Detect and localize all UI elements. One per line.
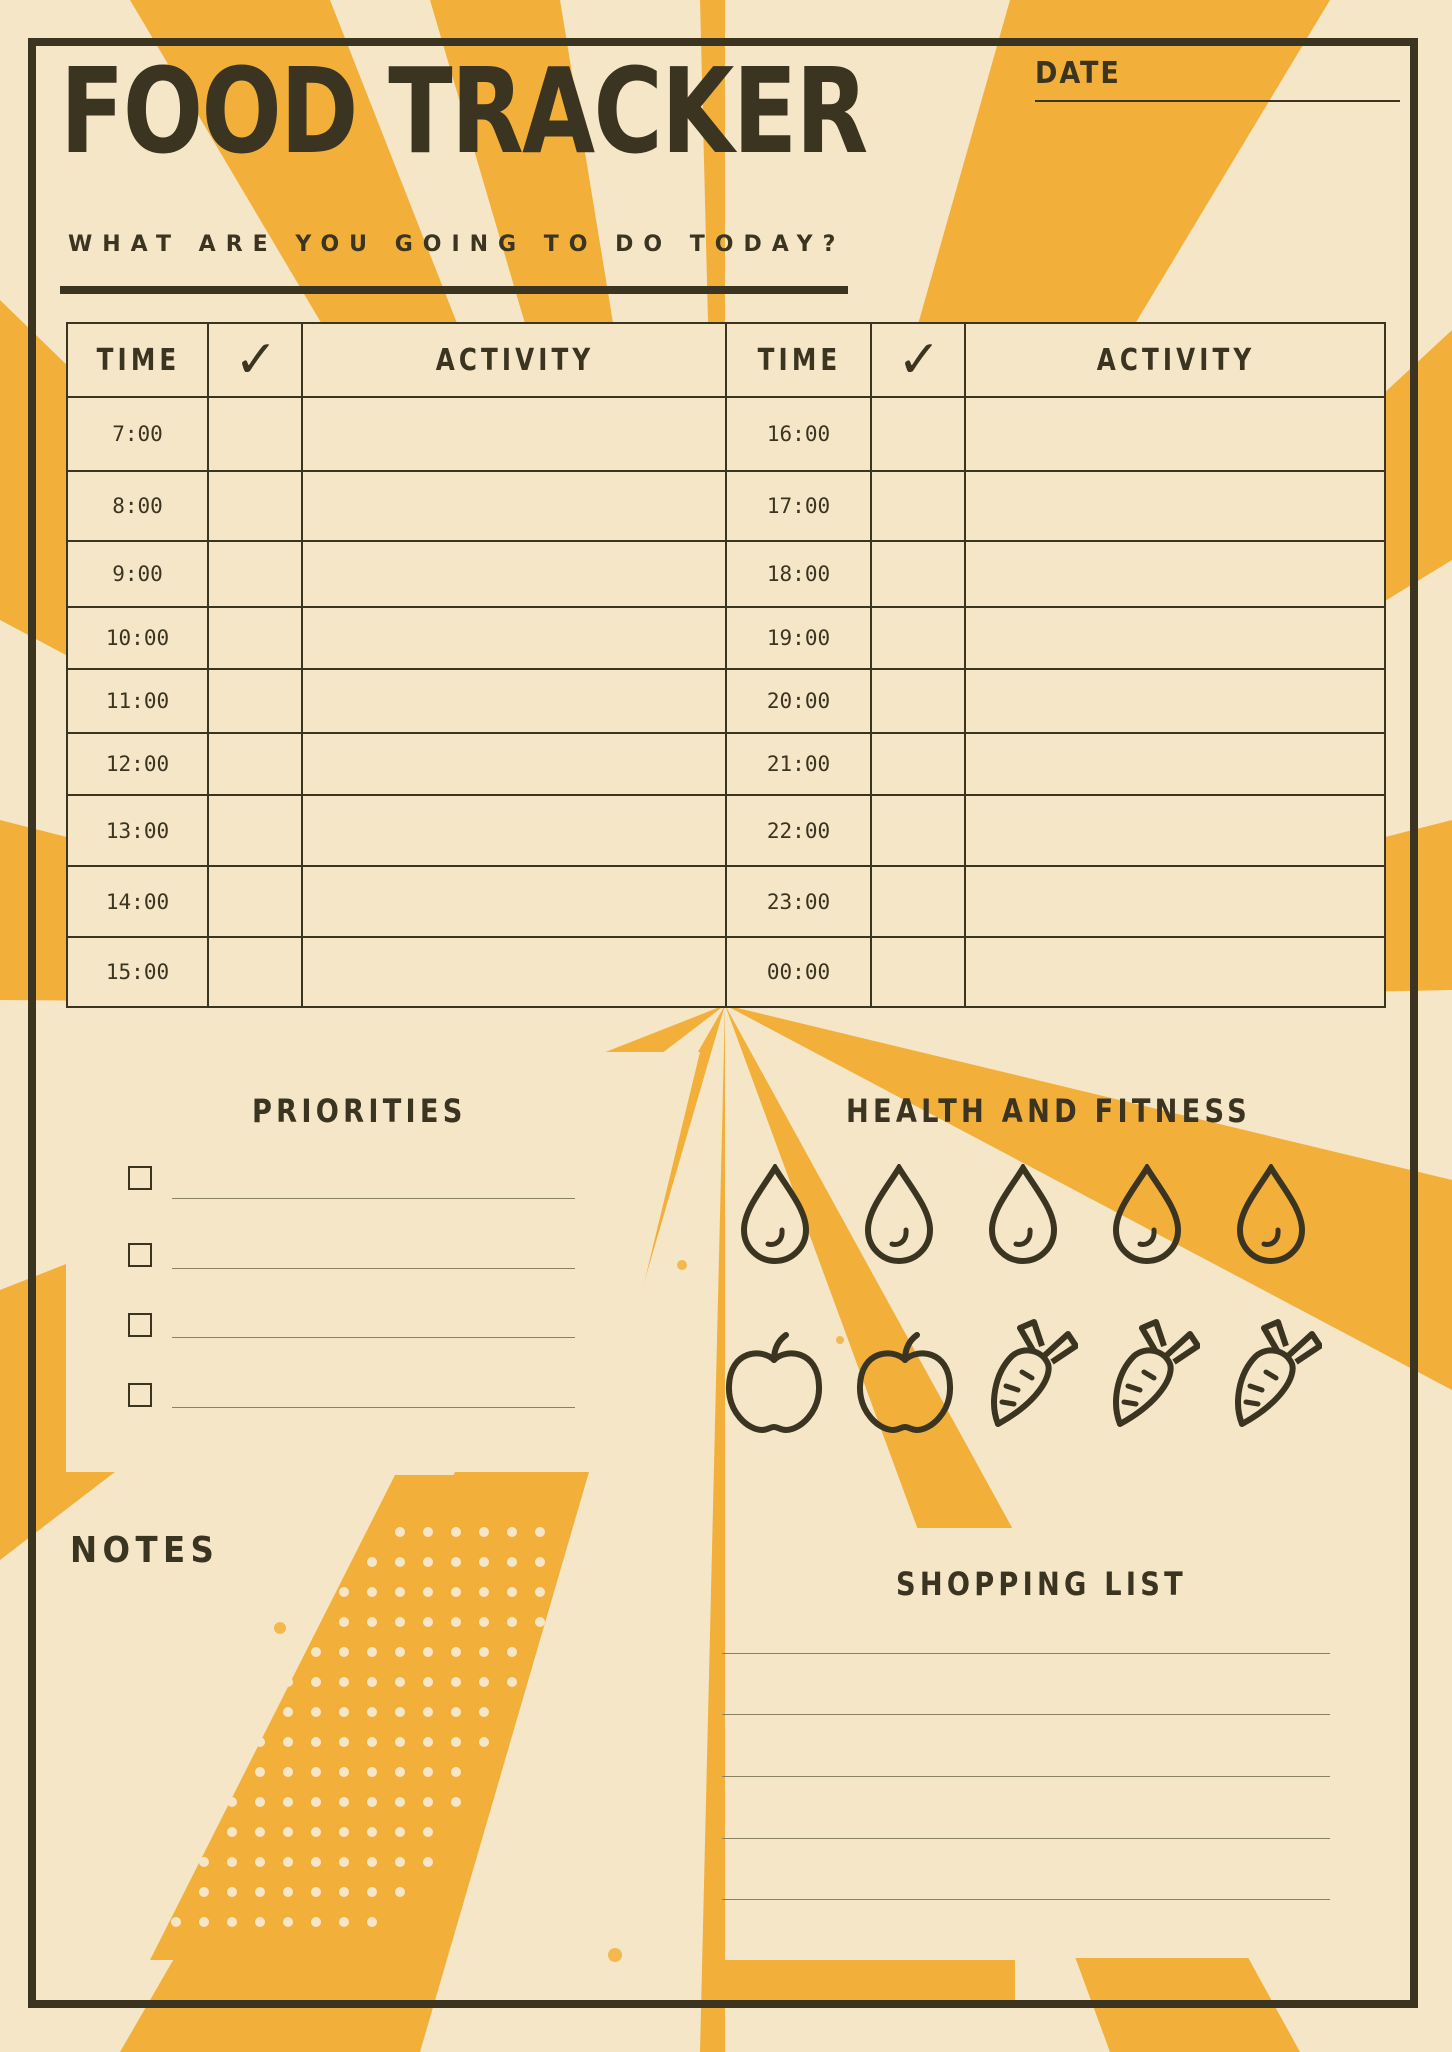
time-cell: 8:00 xyxy=(112,494,163,518)
notes-title: NOTES xyxy=(70,1530,220,1571)
time-cell: 10:00 xyxy=(105,626,170,650)
priority-line[interactable] xyxy=(172,1407,575,1408)
shopping-list-title: SHOPPING LIST xyxy=(896,1565,1187,1603)
water-drop-icon[interactable] xyxy=(1112,1164,1182,1264)
time-cell: 19:00 xyxy=(766,626,831,650)
title-underline xyxy=(60,286,848,294)
table-rule xyxy=(964,324,966,1006)
table-rule xyxy=(870,324,872,1006)
time-cell: 11:00 xyxy=(105,689,170,713)
time-cell: 17:00 xyxy=(766,494,831,518)
page-title: FOOD TRACKER xyxy=(60,42,868,180)
time-cell: 15:00 xyxy=(105,960,170,984)
time-cell: 22:00 xyxy=(766,818,831,843)
priority-line[interactable] xyxy=(172,1198,575,1199)
priorities-title: PRIORITIES xyxy=(252,1092,467,1130)
water-drop-icon[interactable] xyxy=(740,1164,810,1264)
schedule-table: TIME ✓ ACTIVITY TIME ✓ ACTIVITY 7:00 8:0… xyxy=(66,322,1386,1008)
check-header-left: ✓ xyxy=(209,324,303,396)
priority-line[interactable] xyxy=(172,1268,575,1269)
time-cell: 9:00 xyxy=(112,562,163,586)
time-cell: 21:00 xyxy=(766,752,831,776)
health-fitness-title: HEALTH AND FITNESS xyxy=(846,1092,1251,1130)
priority-checkbox[interactable] xyxy=(128,1313,152,1337)
page-subtitle: WHAT ARE YOU GOING TO DO TODAY? xyxy=(68,232,846,257)
time-cell: 18:00 xyxy=(766,562,831,586)
activity-header-right: ACTIVITY xyxy=(1096,342,1256,378)
shopping-list-line[interactable] xyxy=(722,1899,1330,1900)
check-mark-icon: ✓ xyxy=(897,330,941,390)
table-rule xyxy=(301,324,303,1006)
time-header-right: TIME xyxy=(757,342,842,378)
time-cell: 7:00 xyxy=(112,422,163,446)
check-mark-icon: ✓ xyxy=(234,330,278,390)
shopping-list-line[interactable] xyxy=(722,1776,1330,1777)
apple-icon[interactable] xyxy=(724,1330,824,1434)
time-cell: 14:00 xyxy=(105,889,170,914)
table-rule xyxy=(725,324,727,1006)
time-cell: 12:00 xyxy=(105,752,170,776)
apple-icon[interactable] xyxy=(855,1330,955,1434)
time-cell: 16:00 xyxy=(766,422,831,446)
date-label: DATE xyxy=(1035,56,1121,91)
time-header-left: TIME xyxy=(96,342,181,378)
table-rule xyxy=(207,324,209,1006)
check-header-right: ✓ xyxy=(872,324,966,396)
carrot-icon[interactable] xyxy=(1108,1318,1200,1430)
carrot-icon[interactable] xyxy=(986,1318,1078,1430)
shopping-list-line[interactable] xyxy=(722,1714,1330,1715)
carrot-icon[interactable] xyxy=(1230,1318,1322,1430)
priority-checkbox[interactable] xyxy=(128,1166,152,1190)
shopping-list-line[interactable] xyxy=(722,1838,1330,1839)
page-border xyxy=(28,38,1418,2008)
activity-header-left: ACTIVITY xyxy=(435,342,595,378)
priority-checkbox[interactable] xyxy=(128,1383,152,1407)
priority-line[interactable] xyxy=(172,1337,575,1338)
water-drop-icon[interactable] xyxy=(864,1164,934,1264)
time-cell: 00:00 xyxy=(766,960,831,984)
priority-checkbox[interactable] xyxy=(128,1243,152,1267)
time-cell: 20:00 xyxy=(766,689,831,713)
water-drop-icon[interactable] xyxy=(988,1164,1058,1264)
shopping-list-line[interactable] xyxy=(722,1653,1330,1654)
date-input-line[interactable] xyxy=(1035,100,1400,102)
water-drop-icon[interactable] xyxy=(1236,1164,1306,1264)
time-cell: 23:00 xyxy=(766,889,831,914)
time-cell: 13:00 xyxy=(105,818,170,843)
